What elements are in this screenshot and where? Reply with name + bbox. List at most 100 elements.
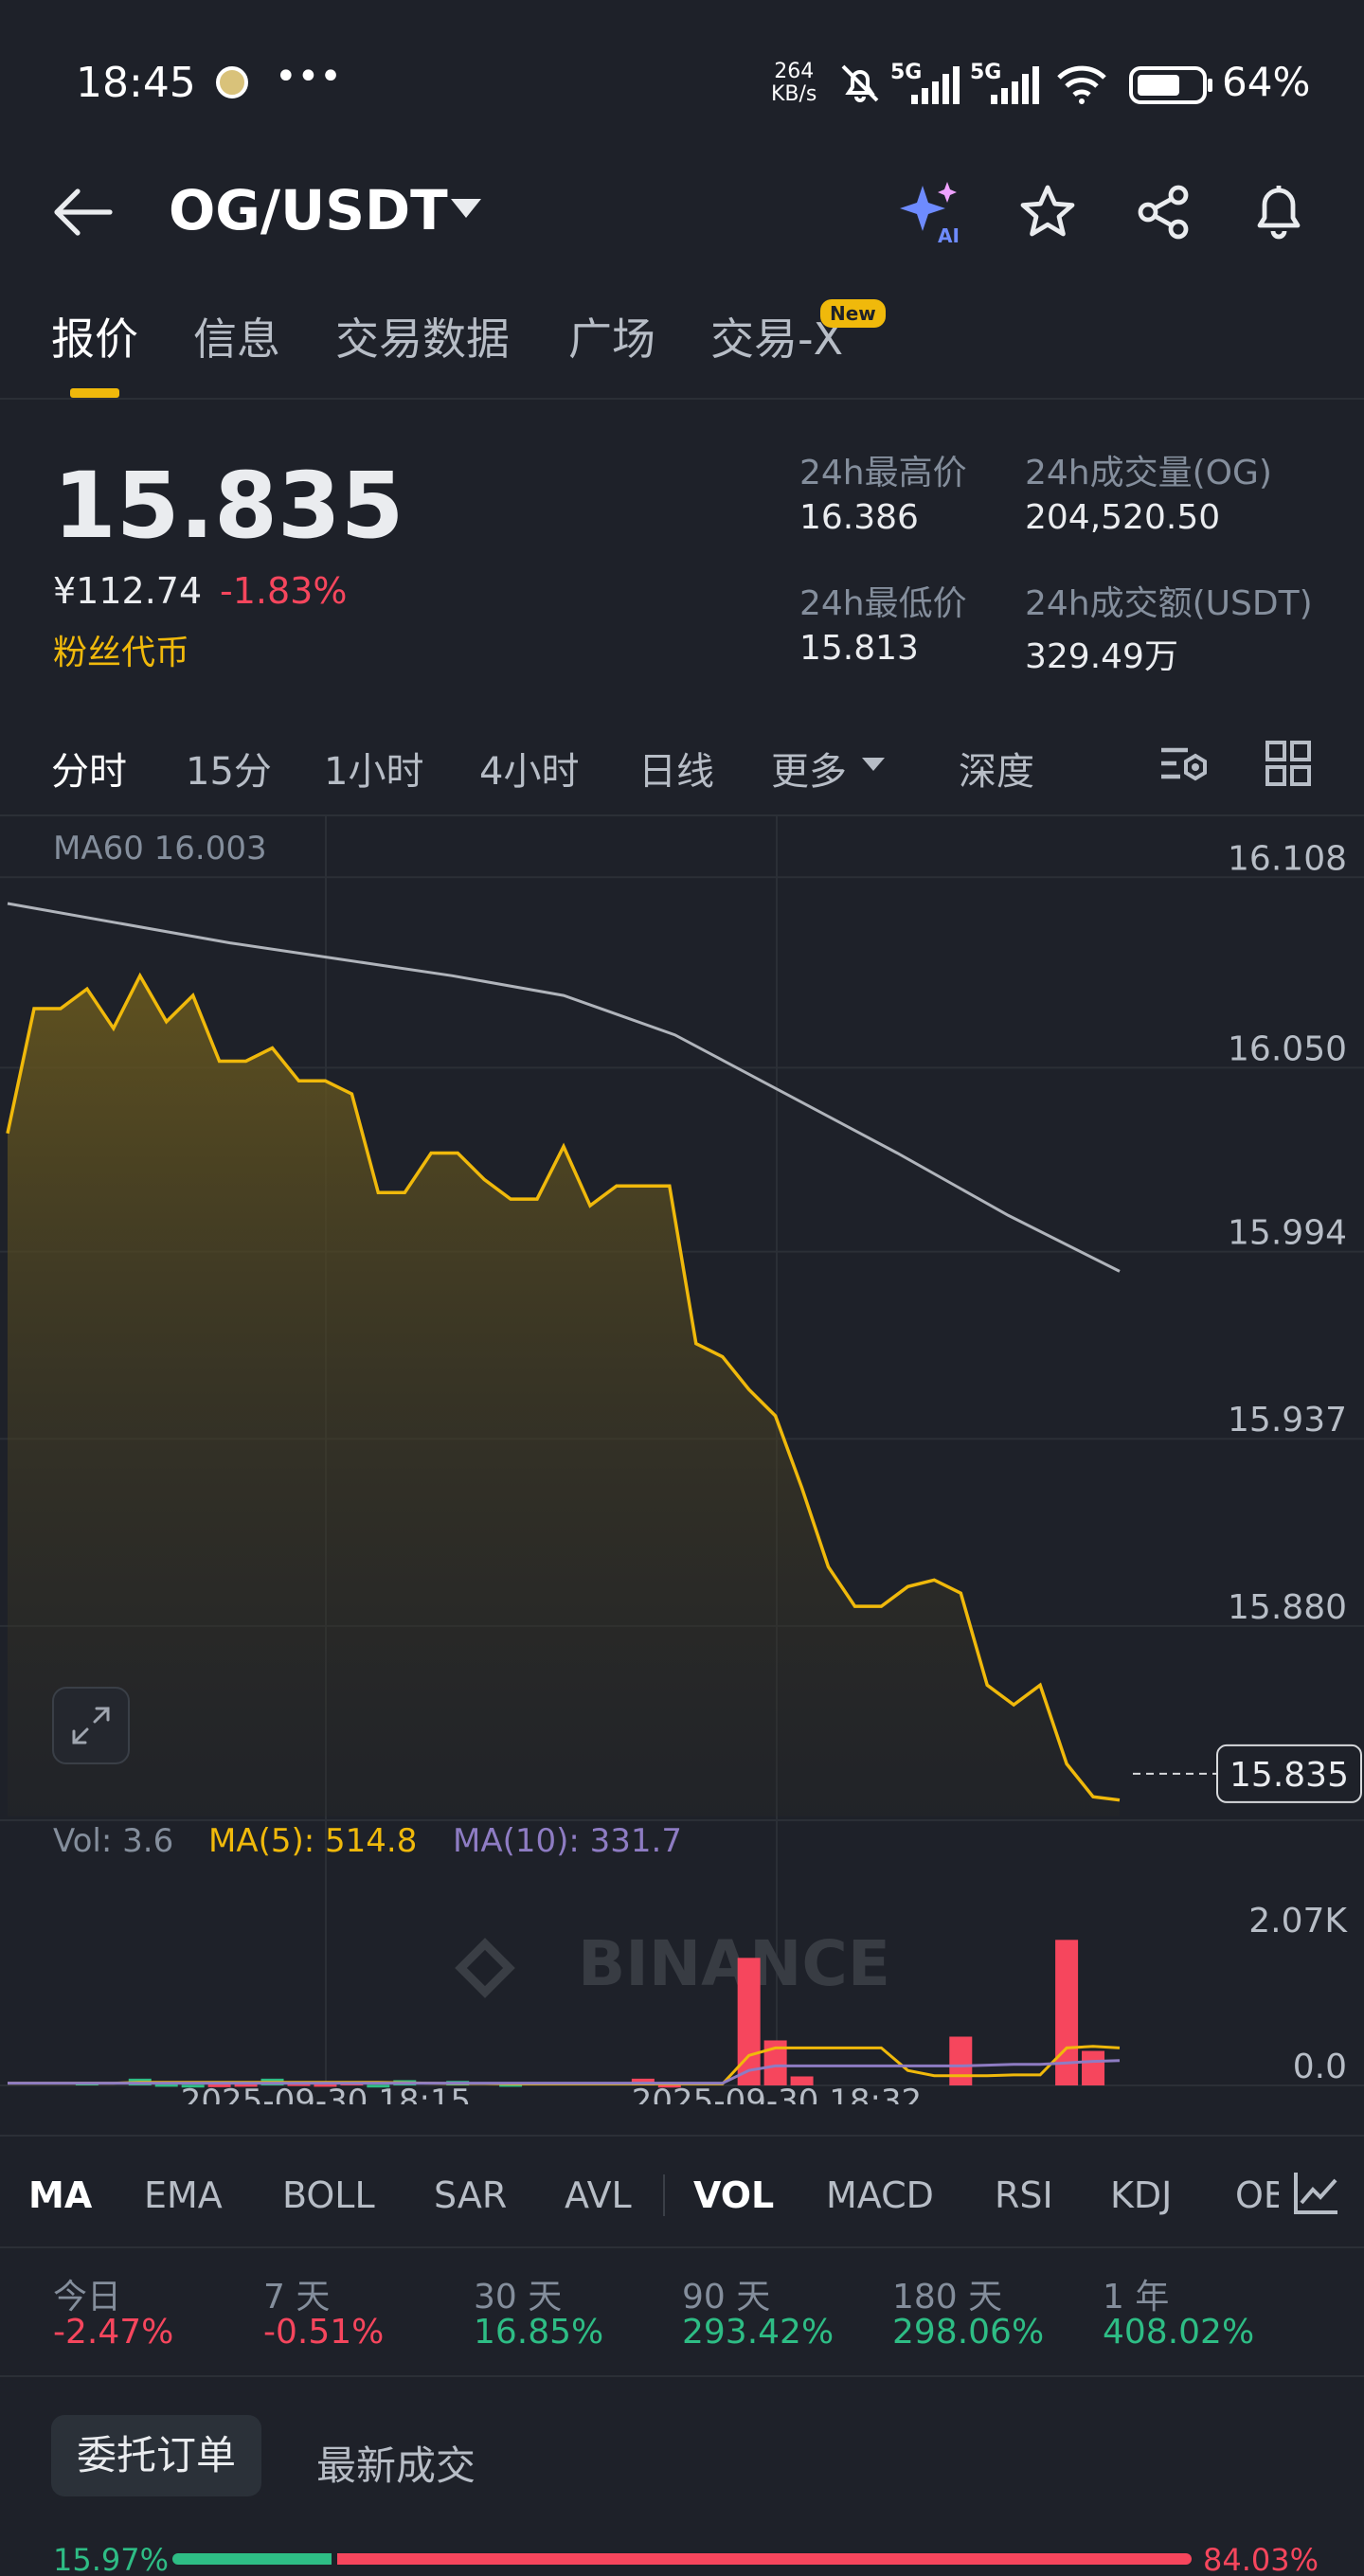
- tf-depth[interactable]: 深度: [959, 750, 1034, 794]
- signal-5g-label: 5G: [890, 61, 923, 84]
- volume-bar: [207, 2084, 231, 2087]
- price-axis-label: 15.994: [1228, 1214, 1347, 1253]
- high-label: 24h最高价: [799, 454, 967, 492]
- volume-bar: [737, 1958, 761, 2085]
- price-change: -1.83%: [220, 570, 348, 612]
- indicator-rsi[interactable]: RSI: [995, 2174, 1053, 2216]
- tab-info[interactable]: 信息: [193, 313, 280, 365]
- binance-watermark: BINANCE: [455, 1927, 890, 2000]
- current-price-tag: 15.835: [1216, 1744, 1362, 1803]
- volume-bar: [657, 2084, 681, 2088]
- perf-label-30d: 30 天: [474, 2278, 563, 2317]
- timeframe-divider: [0, 814, 1364, 816]
- tab-latest-trades[interactable]: 最新成交: [316, 2442, 476, 2489]
- volume-bar: [181, 2084, 205, 2088]
- tf-4h[interactable]: 4小时: [479, 750, 580, 794]
- turnover-label: 24h成交额(USDT): [1025, 584, 1313, 623]
- tf-15m[interactable]: 15分: [186, 750, 272, 794]
- star-icon[interactable]: [1017, 182, 1078, 242]
- fan-token-tag[interactable]: 粉丝代币: [53, 634, 190, 672]
- pair-title: OG/USDT: [169, 178, 448, 242]
- battery-icon: [1129, 66, 1212, 104]
- chart-settings-icon[interactable]: [1158, 739, 1211, 788]
- watermark-text: BINANCE: [578, 1927, 890, 2000]
- low-value: 15.813: [799, 629, 919, 668]
- net-speed-value: 264: [774, 60, 815, 83]
- ratio-bar: [172, 2553, 1192, 2565]
- volume-axis-label: 2.07K: [1248, 1902, 1348, 1941]
- buy-ratio: 15.97%: [53, 2542, 170, 2576]
- vol-legend-ma10: MA(10): 331.7: [453, 1822, 682, 1860]
- perf-value-90d: 293.42%: [682, 2313, 835, 2352]
- tf-1d[interactable]: 日线: [638, 750, 714, 794]
- indicator-ob: OB: [1235, 2174, 1279, 2216]
- chart-bottom-divider: [0, 2135, 1364, 2137]
- price-axis-label: 16.108: [1228, 839, 1347, 878]
- net-speed-unit: KB/s: [771, 82, 817, 106]
- last-price: 15.835: [53, 453, 404, 559]
- indicator-vol[interactable]: VOL: [693, 2174, 775, 2216]
- signal-icon-2: [991, 66, 1039, 104]
- perf-value-180d: 298.06%: [892, 2313, 1045, 2352]
- volume-bar: [1082, 2050, 1105, 2085]
- back-arrow-icon[interactable]: [53, 186, 114, 239]
- active-tab-indicator: [70, 388, 119, 398]
- ai-sparkle-icon[interactable]: AI: [896, 178, 964, 246]
- indicator-chart-icon[interactable]: [1290, 2167, 1341, 2218]
- signal-icon-1: [911, 66, 960, 104]
- price-chart[interactable]: BINANCE 16.108 16.050 15.994 15.937 15.880 1…: [0, 816, 1364, 2104]
- indicator-ema[interactable]: EMA: [144, 2174, 223, 2216]
- vol-ma10-line: [8, 2059, 1121, 2085]
- volume-bar: [790, 2076, 814, 2085]
- indicator-ma[interactable]: MA: [28, 2174, 93, 2216]
- volume-bar: [154, 2084, 178, 2087]
- tab-trading-data[interactable]: 交易数据: [335, 313, 510, 365]
- tab-order-book[interactable]: 委托订单: [51, 2415, 261, 2496]
- indicator-separator: [663, 2174, 665, 2216]
- perf-value-1y: 408.02%: [1103, 2313, 1255, 2352]
- indicator-sar[interactable]: SAR: [434, 2174, 508, 2216]
- perf-label-180d: 180 天: [892, 2278, 1003, 2317]
- new-badge: New: [820, 299, 886, 328]
- more-dots-icon: •••: [275, 55, 342, 98]
- indicator-avl[interactable]: AVL: [565, 2174, 632, 2216]
- status-bar: 18:45 ••• 264 KB/s 5G 5G 64%: [0, 0, 1364, 161]
- turnover-value: 329.49万: [1025, 637, 1178, 676]
- tab-square[interactable]: 广场: [568, 313, 655, 365]
- tf-time-share[interactable]: 分时: [51, 750, 127, 794]
- perf-label-1y: 1 年: [1103, 2278, 1170, 2317]
- caret-down-icon: [451, 199, 481, 218]
- volume-bar: [499, 2084, 523, 2087]
- indicator-boll[interactable]: BOLL: [282, 2174, 375, 2216]
- volume-bar: [367, 2084, 390, 2088]
- price-axis-label: 15.937: [1228, 1401, 1347, 1440]
- tab-quote[interactable]: 报价: [51, 313, 138, 365]
- sell-ratio: 84.03%: [1203, 2542, 1319, 2576]
- bell-icon[interactable]: [1248, 180, 1309, 242]
- share-icon[interactable]: [1133, 182, 1194, 242]
- tf-more[interactable]: 更多: [771, 750, 847, 794]
- tf-1h[interactable]: 1小时: [324, 750, 424, 794]
- low-label: 24h最低价: [799, 584, 967, 623]
- volume-bar: [234, 2084, 258, 2087]
- indicator-kdj[interactable]: KDJ: [1110, 2174, 1173, 2216]
- grid-layout-icon[interactable]: [1264, 739, 1313, 788]
- app-notification-icon: [216, 66, 248, 98]
- status-time: 18:45: [76, 59, 196, 107]
- wifi-icon: [1057, 65, 1106, 104]
- price-axis-label: 15.880: [1228, 1588, 1347, 1627]
- volume-bar: [949, 2036, 973, 2085]
- perf-label-7d: 7 天: [263, 2278, 331, 2317]
- performance-divider: [0, 2375, 1364, 2377]
- time-axis: 2025-09-30 18:15 2025-09-30 18:32: [181, 2083, 922, 2104]
- perf-value-30d: 16.85%: [474, 2313, 604, 2352]
- indicator-macd[interactable]: MACD: [826, 2174, 934, 2216]
- expand-button: [52, 1687, 130, 1764]
- volume-value: 204,520.50: [1025, 498, 1221, 537]
- time-axis-label: 2025-09-30 18:15: [181, 2083, 471, 2104]
- indicator-ob-clip[interactable]: OB: [1235, 2169, 1279, 2226]
- battery-percent: 64%: [1222, 59, 1311, 105]
- pair-selector[interactable]: OG/USDT: [169, 178, 510, 244]
- ma60-line: [7, 902, 1121, 1273]
- vol-legend-vol: Vol: 3.6: [53, 1822, 174, 1860]
